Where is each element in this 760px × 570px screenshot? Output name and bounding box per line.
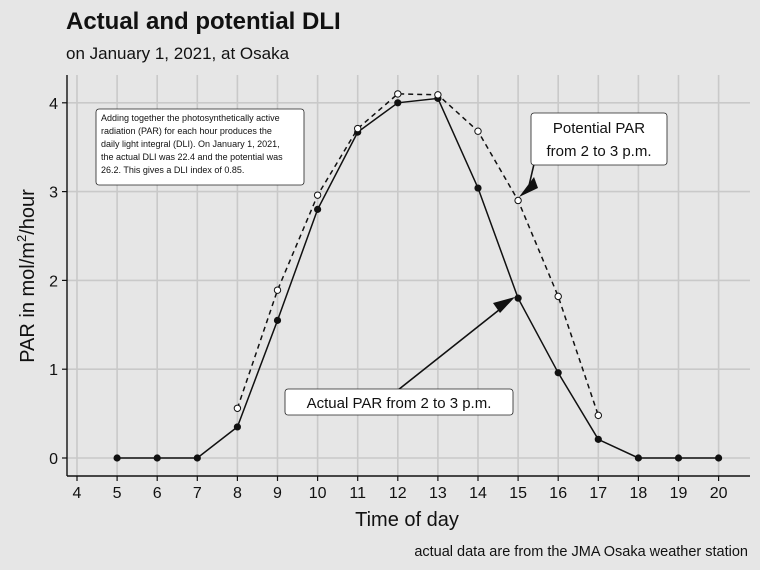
note-line: Adding together the photosynthetically a… <box>101 113 280 123</box>
potential-point <box>434 91 442 99</box>
y-axis-title-superscript: 2 <box>14 235 29 242</box>
x-tick-label: 18 <box>630 485 648 502</box>
y-tick-label: 1 <box>49 362 58 379</box>
potential-point <box>554 292 562 301</box>
actual-point <box>594 435 602 443</box>
note-line: radiation (PAR) for each hour produces t… <box>101 126 272 136</box>
x-tick-label: 6 <box>153 485 162 502</box>
actual-line <box>117 97 719 459</box>
x-axis-title: Time of day <box>355 509 459 531</box>
chart-subtitle: on January 1, 2021, at Osaka <box>66 44 290 63</box>
x-tick-label: 14 <box>469 485 487 502</box>
actual-point <box>674 454 683 462</box>
potential-point <box>474 127 482 135</box>
x-tick-label: 12 <box>389 485 407 502</box>
potential-point <box>273 286 282 294</box>
y-tick-label: 2 <box>49 273 58 290</box>
actual-point <box>394 99 402 107</box>
actual-callout-arrow-line <box>397 305 505 391</box>
potential-line <box>236 93 600 416</box>
x-tick-label: 11 <box>349 485 366 502</box>
x-tick-label: 7 <box>193 485 202 502</box>
potential-point <box>394 90 402 98</box>
series <box>113 90 723 462</box>
actual-point <box>474 184 482 192</box>
potential-callout-arrowhead <box>519 177 538 197</box>
actual-point <box>554 369 562 377</box>
actual-callout-box <box>284 388 514 416</box>
y-tick-label: 3 <box>49 185 58 202</box>
potential-callout-line: from 2 to 3 p.m. <box>546 143 651 160</box>
actual-point <box>193 454 201 462</box>
x-tick-label: 20 <box>710 485 728 502</box>
x-tick-label: 10 <box>309 485 327 502</box>
actual-callout: Actual PAR from 2 to 3 p.m. <box>284 297 515 416</box>
y-axis-title: PAR in mol/m2/hour <box>14 189 39 363</box>
actual-point <box>233 423 241 431</box>
x-tick-label: 13 <box>429 485 447 502</box>
chart-title: Actual and potential DLI <box>66 8 341 35</box>
actual-point <box>153 454 161 462</box>
caption: actual data are from the JMA Osaka weath… <box>414 544 748 560</box>
x-tick-label: 17 <box>589 485 607 502</box>
x-tick-label: 8 <box>233 485 242 502</box>
note-line: daily light integral (DLI). On January 1… <box>101 139 280 149</box>
actual-point <box>113 454 121 462</box>
note-box-frame <box>95 108 305 186</box>
x-tick-label: 15 <box>509 485 527 502</box>
note-box: Adding together the photosynthetically a… <box>95 108 305 186</box>
potential-callout-box <box>530 112 668 166</box>
actual-point <box>314 205 322 213</box>
actual-point <box>715 454 723 462</box>
potential-point <box>354 124 362 133</box>
y-axis-title-main: PAR in mol/m <box>17 242 39 363</box>
x-tick-label: 4 <box>73 485 82 502</box>
x-tick-label: 19 <box>670 485 688 502</box>
potential-point <box>594 411 602 420</box>
y-axis-title-tail: /hour <box>17 189 39 235</box>
potential-point <box>514 196 522 205</box>
actual-callout-label: Actual PAR from 2 to 3 p.m. <box>307 395 492 412</box>
x-tick-label: 16 <box>549 485 567 502</box>
actual-point <box>634 454 643 462</box>
potential-point <box>313 191 322 199</box>
potential-point <box>233 404 242 412</box>
y-tick-label: 4 <box>49 96 58 113</box>
actual-point <box>514 294 522 302</box>
x-tick-label: 5 <box>113 485 122 502</box>
note-line: 26.2. This gives a DLI index of 0.85. <box>101 165 244 175</box>
y-tick-label: 0 <box>49 451 58 468</box>
x-tick-label: 9 <box>273 485 282 502</box>
potential-callout-line: Potential PAR <box>553 120 645 137</box>
actual-callout-arrowhead <box>493 297 515 313</box>
note-line: the actual DLI was 22.4 and the potentia… <box>101 152 283 162</box>
actual-point <box>273 316 282 324</box>
potential-callout: Potential PAR from 2 to 3 p.m. <box>519 112 668 197</box>
